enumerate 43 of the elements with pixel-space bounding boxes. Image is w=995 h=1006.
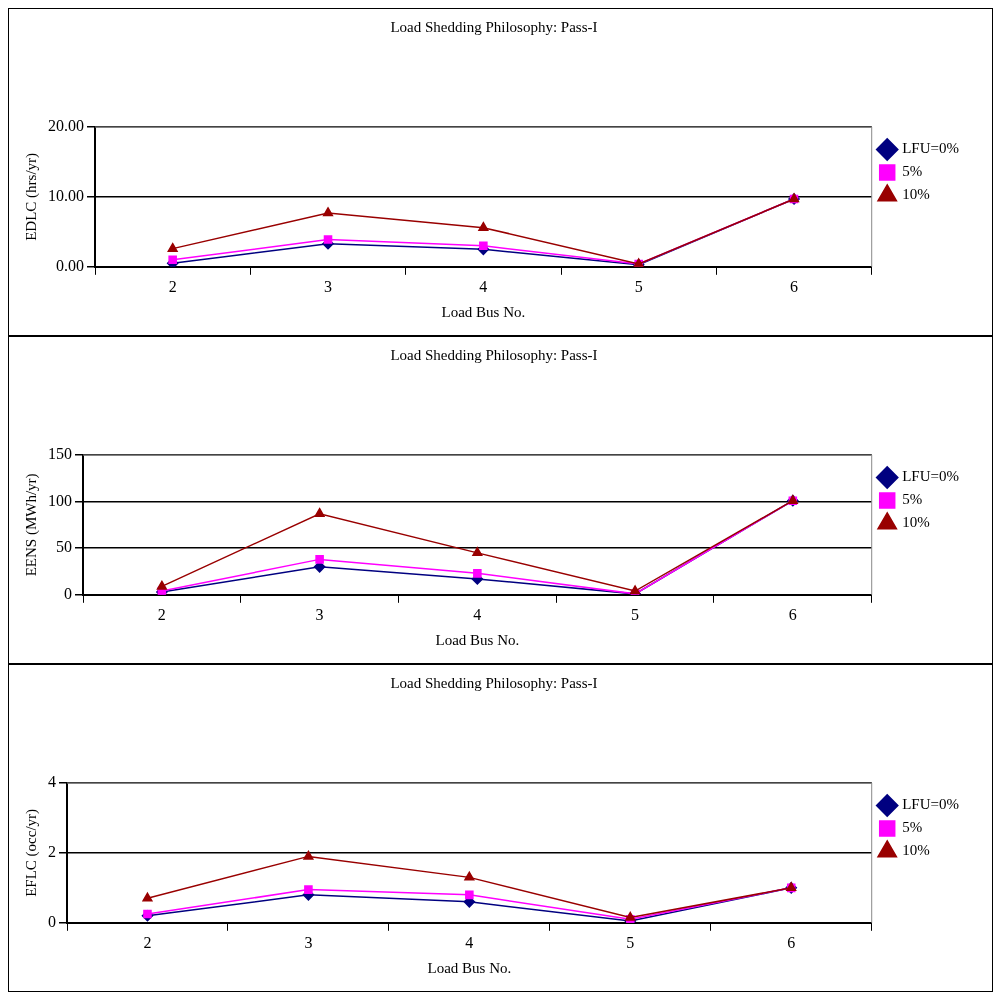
y-axis-title: EENS (MWh/yr) — [22, 473, 40, 577]
x-tick-label: 6 — [787, 933, 796, 951]
x-tick-label: 4 — [479, 277, 488, 295]
chart-title: Load Shedding Philosophy: Pass-I — [390, 18, 598, 35]
legend-label: 5% — [902, 819, 923, 836]
legend-label: 5% — [902, 491, 923, 508]
x-axis-title: Load Bus No. — [441, 303, 526, 320]
x-tick-label: 5 — [634, 277, 643, 295]
x-tick-label: 4 — [465, 933, 474, 951]
x-axis-title: Load Bus No. — [435, 631, 520, 648]
x-tick-label: 2 — [143, 933, 152, 951]
legend-label: LFU=0% — [902, 468, 959, 485]
x-axis-title: Load Bus No. — [427, 959, 512, 976]
y-tick-label: 20.00 — [48, 117, 84, 135]
x-tick-label: 2 — [168, 277, 177, 295]
legend-label: 10% — [902, 842, 930, 859]
x-tick-label: 2 — [157, 605, 166, 623]
chart-title: Load Shedding Philosophy: Pass-I — [390, 674, 598, 691]
x-tick-label: 3 — [304, 933, 313, 951]
legend-label: 5% — [902, 163, 923, 180]
legend-label: 10% — [902, 514, 930, 531]
y-tick-label: 0.00 — [56, 257, 84, 274]
x-tick-label: 6 — [788, 605, 797, 623]
legend-label: LFU=0% — [902, 796, 959, 813]
x-tick-label: 3 — [315, 605, 324, 623]
legend-label: 10% — [902, 186, 930, 203]
y-tick-label: 10.00 — [48, 187, 84, 205]
y-axis-title: EDLC (hrs/yr) — [22, 152, 40, 241]
y-tick-label: 0 — [48, 913, 56, 930]
x-tick-label: 6 — [790, 277, 799, 295]
x-tick-label: 3 — [324, 277, 333, 295]
x-tick-label: 5 — [626, 933, 635, 951]
y-axis-title: EFLC (occ/yr) — [22, 808, 40, 897]
y-tick-label: 100 — [48, 491, 72, 509]
legend-label: LFU=0% — [902, 140, 959, 157]
chart-title: Load Shedding Philosophy: Pass-I — [390, 346, 598, 363]
y-tick-label: 2 — [48, 843, 56, 861]
y-tick-label: 0 — [64, 585, 72, 602]
y-tick-label: 150 — [48, 445, 72, 463]
x-tick-label: 5 — [631, 605, 640, 623]
x-tick-label: 4 — [473, 605, 482, 623]
y-tick-label: 4 — [48, 773, 56, 791]
y-tick-label: 50 — [56, 538, 72, 556]
